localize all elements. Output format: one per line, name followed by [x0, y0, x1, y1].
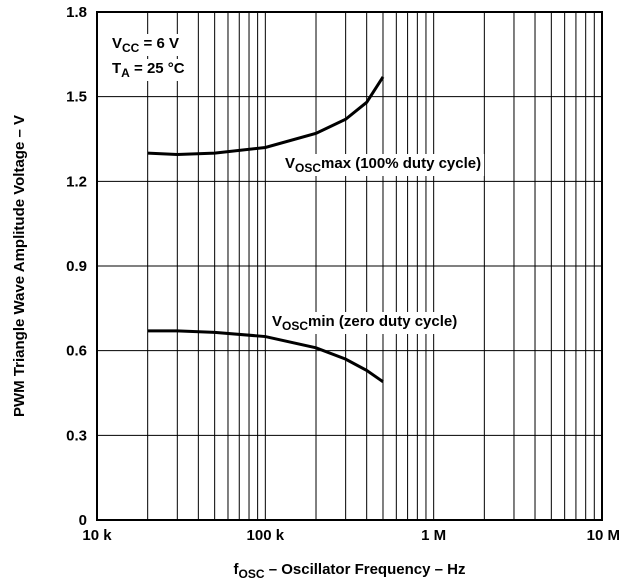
annotation-rest: = 25 °C	[130, 60, 185, 77]
series-label-sub: OSC	[295, 161, 321, 175]
x-tick-label: 10 M	[587, 527, 620, 544]
series-label-bg	[282, 154, 485, 176]
x-axis-label-main: f	[234, 561, 240, 578]
y-axis-label: PWM Triangle Wave Amplitude Voltage – V	[11, 115, 28, 417]
series-label: VOSCmax (100% duty cycle)	[285, 155, 481, 175]
series-label-rest: min (zero duty cycle)	[308, 313, 457, 330]
y-tick-label: 0	[79, 512, 87, 529]
series-label-main: V	[285, 155, 295, 172]
series-label-sub: OSC	[282, 319, 308, 333]
annotation-group: VCC = 6 V	[109, 34, 182, 56]
x-axis-label-sub: OSC	[239, 567, 265, 581]
y-tick-label: 0.3	[66, 427, 87, 444]
annotation-sub: A	[121, 66, 130, 80]
annotation-group: TA = 25 °C	[109, 59, 188, 81]
series-label-rest: max (100% duty cycle)	[321, 155, 481, 172]
annotation-bg	[109, 34, 182, 56]
series-label: VOSCmin (zero duty cycle)	[272, 313, 457, 333]
annotation-main: T	[112, 60, 121, 77]
y-tick-label: 1.8	[66, 4, 87, 21]
plot-frame	[96, 11, 603, 521]
series-label-main: V	[272, 313, 282, 330]
series-label-bg	[269, 312, 461, 334]
annotation-bg	[109, 59, 188, 81]
y-tick-label: 1.2	[66, 173, 87, 190]
annotation-sub: CC	[122, 41, 140, 55]
x-tick-label: 100 k	[247, 527, 285, 544]
y-tick-label: 0.6	[66, 343, 87, 360]
series-label-group: VOSCmax (100% duty cycle)	[282, 154, 485, 176]
series-line	[147, 76, 385, 157]
annotation: VCC = 6 V	[112, 35, 179, 55]
series-label-group: VOSCmin (zero duty cycle)	[269, 312, 461, 334]
y-tick-label: 1.5	[66, 89, 87, 106]
annotation-main: V	[112, 35, 122, 52]
x-axis-label-rest: – Oscillator Frequency – Hz	[265, 561, 466, 578]
annotation-rest: = 6 V	[139, 35, 179, 52]
series-line	[147, 329, 384, 383]
x-tick-label: 1 M	[421, 527, 446, 544]
annotation: TA = 25 °C	[112, 60, 185, 80]
x-axis-label-group: fOSC – Oscillator Frequency – Hz	[234, 561, 466, 581]
x-tick-label: 10 k	[82, 527, 112, 544]
x-axis-label: fOSC – Oscillator Frequency – Hz	[234, 561, 466, 581]
y-tick-label: 0.9	[66, 258, 87, 275]
